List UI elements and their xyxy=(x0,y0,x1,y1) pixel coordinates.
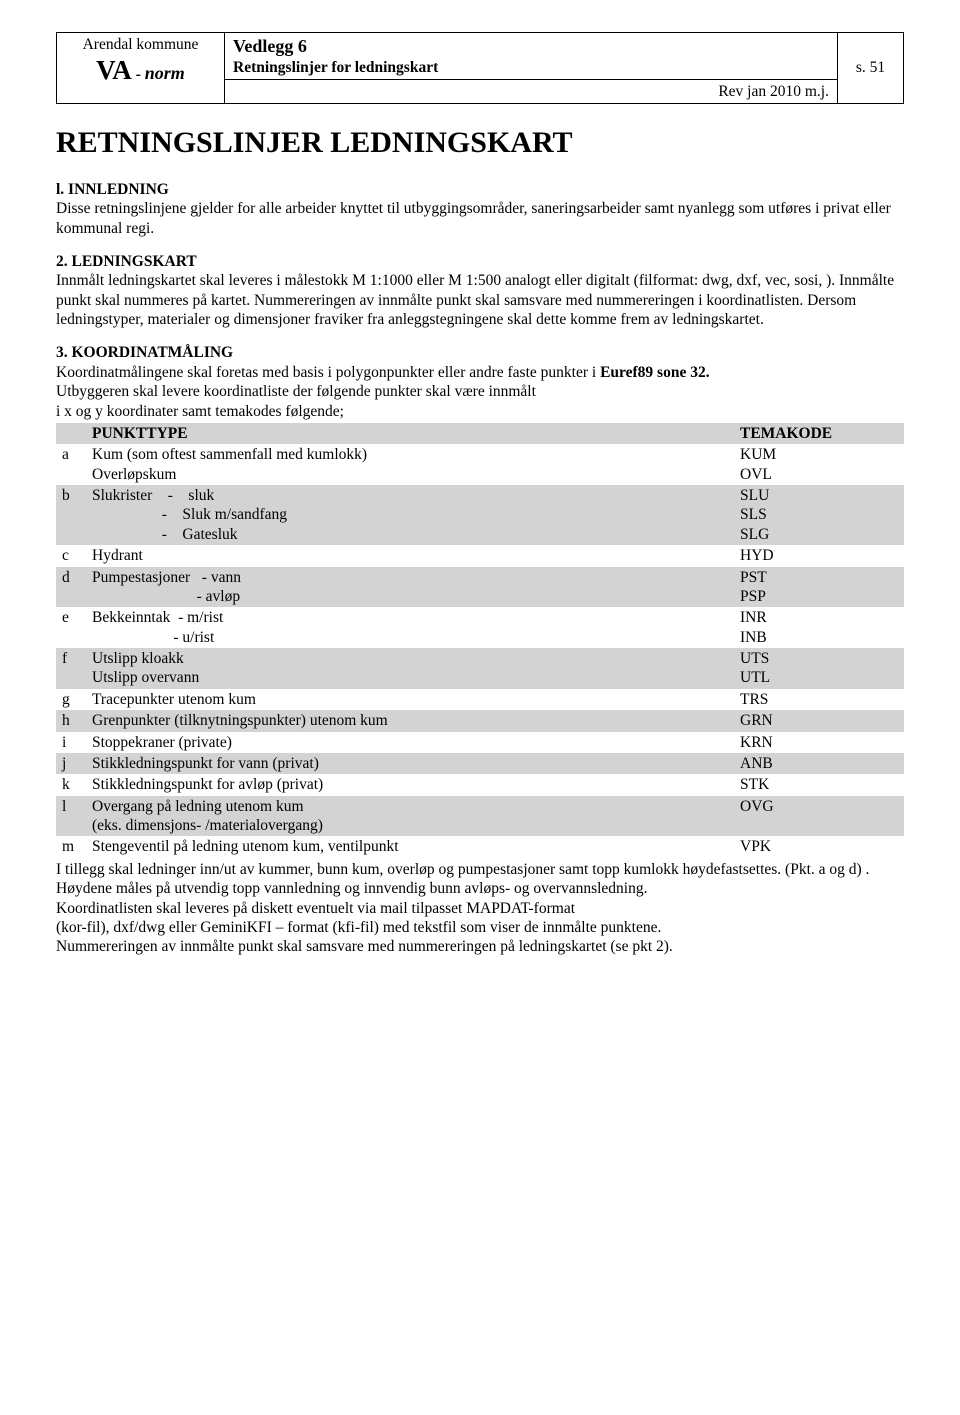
header-rev: Rev jan 2010 m.j. xyxy=(225,80,837,103)
table-header-type: PUNKTTYPE xyxy=(86,423,734,444)
row-letter: b xyxy=(56,485,86,545)
row-letter: h xyxy=(56,710,86,731)
header-subtitle: Retningslinjer for ledningskart xyxy=(233,58,829,77)
row-code: ANB xyxy=(734,753,904,774)
table-row: dPumpestasjoner - vann - avløpPST PSP xyxy=(56,567,904,608)
table-row: cHydrantHYD xyxy=(56,545,904,566)
after-p4: (kor-fil), dxf/dwg eller GeminiKFI – for… xyxy=(56,919,661,936)
row-letter: j xyxy=(56,753,86,774)
row-type: Grenpunkter (tilknytningspunkter) utenom… xyxy=(86,710,734,731)
table-header-row: PUNKTTYPE TEMAKODE xyxy=(56,423,904,444)
row-type: Stikkledningspunkt for vann (privat) xyxy=(86,753,734,774)
row-letter: k xyxy=(56,774,86,795)
row-letter: i xyxy=(56,732,86,753)
row-type: Utslipp kloakk Utslipp overvann xyxy=(86,648,734,689)
section-1-head: l. INNLEDNING xyxy=(56,181,169,198)
section-3-line3: i x og y koordinater samt temakodes følg… xyxy=(56,403,344,420)
header-norm: norm xyxy=(145,63,185,83)
row-code: KUM OVL xyxy=(734,444,904,485)
page-title: RETNINGSLINJER LEDNINGSKART xyxy=(56,124,904,162)
row-letter: a xyxy=(56,444,86,485)
section-2-body: Innmålt ledningskartet skal leveres i må… xyxy=(56,272,894,328)
row-type: Tracepunkter utenom kum xyxy=(86,689,734,710)
row-type: Pumpestasjoner - vann - avløp xyxy=(86,567,734,608)
table-row: jStikkledningspunkt for vann (privat)ANB xyxy=(56,753,904,774)
table-row: aKum (som oftest sammenfall med kumlokk)… xyxy=(56,444,904,485)
header-va: VA xyxy=(96,55,132,85)
header-dash: - xyxy=(136,66,141,83)
row-code: UTS UTL xyxy=(734,648,904,689)
section-3: 3. KOORDINATMÅLING Koordinatmålingene sk… xyxy=(56,343,904,421)
row-type: Hydrant xyxy=(86,545,734,566)
row-type: Kum (som oftest sammenfall med kumlokk) … xyxy=(86,444,734,485)
row-code: HYD xyxy=(734,545,904,566)
row-code: STK xyxy=(734,774,904,795)
header-page: s. 51 xyxy=(837,33,903,103)
header-left: Arendal kommune VA - norm xyxy=(57,33,225,103)
header-middle: Vedlegg 6 Retningslinjer for ledningskar… xyxy=(225,33,837,103)
row-type: Stoppekraner (private) xyxy=(86,732,734,753)
row-letter: l xyxy=(56,796,86,837)
table-row: mStengeventil på ledning utenom kum, ven… xyxy=(56,836,904,857)
after-table-text: I tillegg skal ledninger inn/ut av kumme… xyxy=(56,860,904,957)
row-letter: d xyxy=(56,567,86,608)
row-code: OVG xyxy=(734,796,904,837)
table-row: iStoppekraner (private)KRN xyxy=(56,732,904,753)
row-code: PST PSP xyxy=(734,567,904,608)
table-row: hGrenpunkter (tilknytningspunkter) uteno… xyxy=(56,710,904,731)
document-header: Arendal kommune VA - norm Vedlegg 6 Retn… xyxy=(56,32,904,104)
header-vedlegg: Vedlegg 6 xyxy=(233,35,829,58)
after-p1: I tillegg skal ledninger inn/ut av kumme… xyxy=(56,861,869,878)
row-type: Stikkledningspunkt for avløp (privat) xyxy=(86,774,734,795)
row-code: KRN xyxy=(734,732,904,753)
section-3-line2: Utbyggeren skal levere koordinatliste de… xyxy=(56,383,536,400)
table-row: kStikkledningspunkt for avløp (privat)ST… xyxy=(56,774,904,795)
row-letter: f xyxy=(56,648,86,689)
punkttype-table: PUNKTTYPE TEMAKODE aKum (som oftest samm… xyxy=(56,423,904,858)
header-va-norm: VA - norm xyxy=(65,54,216,88)
row-letter: g xyxy=(56,689,86,710)
after-p5: Nummereringen av innmålte punkt skal sam… xyxy=(56,938,673,955)
section-1-body: Disse retningslinjene gjelder for alle a… xyxy=(56,200,891,236)
section-2: 2. LEDNINGSKART Innmålt ledningskartet s… xyxy=(56,252,904,330)
header-org: Arendal kommune xyxy=(65,35,216,54)
row-letter: e xyxy=(56,607,86,648)
section-1: l. INNLEDNING Disse retningslinjene gjel… xyxy=(56,180,904,238)
section-3-line1a: Koordinatmålingene skal foretas med basi… xyxy=(56,364,600,381)
row-code: TRS xyxy=(734,689,904,710)
row-code: SLU SLS SLG xyxy=(734,485,904,545)
table-row: fUtslipp kloakk Utslipp overvannUTS UTL xyxy=(56,648,904,689)
row-letter: m xyxy=(56,836,86,857)
table-header-blank xyxy=(56,423,86,444)
section-3-head: 3. KOORDINATMÅLING xyxy=(56,344,233,361)
after-p2: Høydene måles på utvendig topp vannledni… xyxy=(56,880,647,897)
table-row: lOvergang på ledning utenom kum (eks. di… xyxy=(56,796,904,837)
table-row: gTracepunkter utenom kumTRS xyxy=(56,689,904,710)
section-3-line1b: Euref89 sone 32. xyxy=(600,364,710,381)
section-2-head: 2. LEDNINGSKART xyxy=(56,253,197,270)
row-type: Slukrister - sluk - Sluk m/sandfang - Ga… xyxy=(86,485,734,545)
header-middle-top: Vedlegg 6 Retningslinjer for ledningskar… xyxy=(225,33,837,80)
row-code: INR INB xyxy=(734,607,904,648)
table-header-code: TEMAKODE xyxy=(734,423,904,444)
row-code: VPK xyxy=(734,836,904,857)
row-letter: c xyxy=(56,545,86,566)
row-type: Overgang på ledning utenom kum (eks. dim… xyxy=(86,796,734,837)
after-p3: Koordinatlisten skal leveres på diskett … xyxy=(56,900,575,917)
table-row: eBekkeinntak - m/rist - u/ristINR INB xyxy=(56,607,904,648)
row-code: GRN xyxy=(734,710,904,731)
row-type: Bekkeinntak - m/rist - u/rist xyxy=(86,607,734,648)
row-type: Stengeventil på ledning utenom kum, vent… xyxy=(86,836,734,857)
table-row: bSlukrister - sluk - Sluk m/sandfang - G… xyxy=(56,485,904,545)
